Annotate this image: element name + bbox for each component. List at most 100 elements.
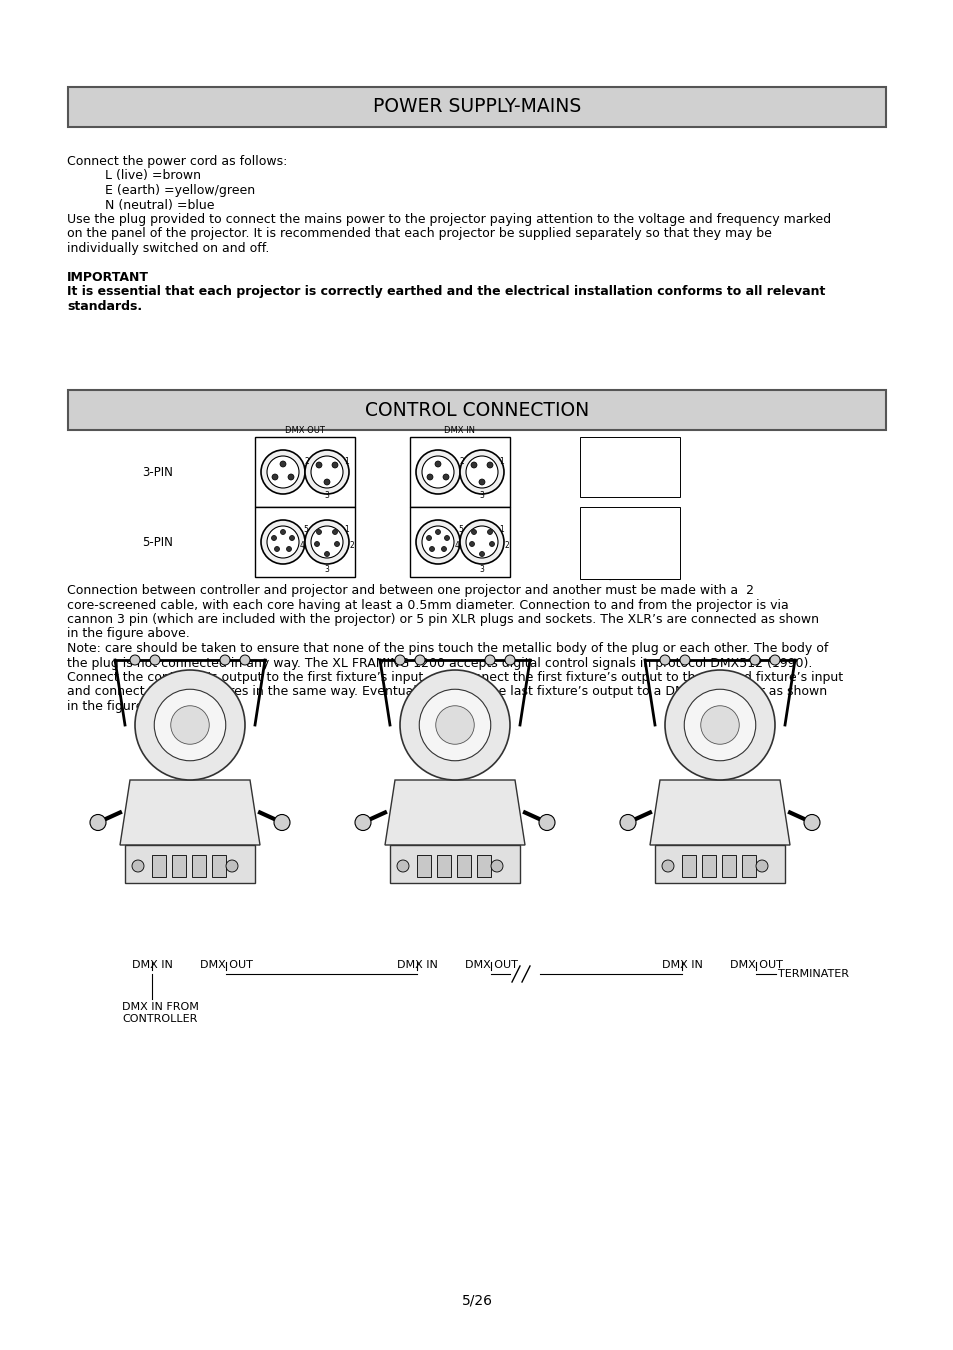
Text: individually switched on and off.: individually switched on and off.	[67, 242, 269, 255]
Text: DMX OUT: DMX OUT	[199, 960, 253, 971]
Text: Connection between controller and projector and between one projector and anothe: Connection between controller and projec…	[67, 585, 753, 597]
Circle shape	[465, 526, 497, 558]
Text: DMX 512: DMX 512	[610, 440, 648, 450]
Text: DMX IN FROM
CONTROLLER: DMX IN FROM CONTROLLER	[122, 1002, 198, 1023]
Circle shape	[150, 655, 160, 666]
Circle shape	[355, 814, 371, 830]
Circle shape	[135, 670, 245, 780]
Text: 4: 4	[584, 566, 588, 570]
Text: standards.: standards.	[67, 300, 142, 313]
Text: 5: 5	[458, 525, 463, 535]
Text: 2: 2	[584, 543, 588, 548]
Text: Note: care should be taken to ensure that none of the pins touch the metallic bo: Note: care should be taken to ensure tha…	[67, 643, 827, 655]
Circle shape	[416, 450, 459, 494]
Text: 3: 3	[324, 491, 329, 501]
Text: 1: 1	[344, 458, 349, 467]
Circle shape	[486, 462, 493, 468]
Circle shape	[459, 520, 503, 564]
Circle shape	[261, 520, 305, 564]
Circle shape	[333, 529, 337, 535]
Circle shape	[436, 706, 474, 744]
Circle shape	[90, 814, 106, 830]
Circle shape	[421, 526, 454, 558]
Circle shape	[471, 462, 476, 468]
Circle shape	[324, 479, 330, 485]
Text: DATA+: DATA+	[604, 554, 626, 559]
Circle shape	[272, 474, 277, 481]
Circle shape	[396, 860, 409, 872]
Circle shape	[442, 474, 449, 481]
Polygon shape	[649, 780, 789, 845]
Text: L (live) =brown: L (live) =brown	[89, 170, 201, 182]
Text: DMX IN: DMX IN	[132, 960, 172, 971]
Text: 1: 1	[499, 525, 504, 535]
Circle shape	[484, 655, 495, 666]
Text: GND: GND	[604, 462, 618, 467]
Text: in the figure above.: in the figure above.	[67, 628, 190, 640]
Text: 2: 2	[304, 458, 309, 467]
Circle shape	[415, 655, 424, 666]
Text: POWER SUPPLY-MAINS: POWER SUPPLY-MAINS	[373, 97, 580, 116]
Circle shape	[315, 462, 322, 468]
Circle shape	[286, 547, 292, 552]
Text: and connect the rest fixtures in the same way. Eventually connect the last fixtu: and connect the rest fixtures in the sam…	[67, 686, 826, 698]
Circle shape	[289, 536, 294, 540]
Circle shape	[316, 529, 321, 535]
Circle shape	[489, 541, 494, 547]
Text: DATA+: DATA+	[604, 487, 626, 493]
Text: 2: 2	[349, 541, 354, 551]
Text: Connect the controller’s output to the first fixture’s input, and connect the fi: Connect the controller’s output to the f…	[67, 671, 842, 684]
Text: 5-PIN: 5-PIN	[142, 536, 172, 548]
Text: 2: 2	[584, 475, 588, 481]
Circle shape	[429, 547, 434, 552]
Bar	[410, 437, 510, 508]
Circle shape	[487, 529, 492, 535]
Circle shape	[274, 814, 290, 830]
Bar	[192, 855, 206, 878]
Text: 3: 3	[584, 554, 588, 559]
Circle shape	[427, 474, 433, 481]
Text: 1: 1	[584, 462, 588, 467]
Circle shape	[272, 536, 276, 540]
Circle shape	[311, 526, 343, 558]
Bar	[681, 855, 696, 878]
Bar	[172, 855, 186, 878]
Bar	[436, 855, 451, 878]
Text: 3: 3	[584, 487, 588, 493]
Circle shape	[803, 814, 820, 830]
Text: DMX IN: DMX IN	[396, 960, 437, 971]
Circle shape	[311, 456, 343, 487]
Circle shape	[471, 529, 476, 535]
Text: DATA-: DATA-	[604, 543, 622, 548]
Circle shape	[749, 655, 760, 666]
Text: on the panel of the projector. It is recommended that each projector be supplied: on the panel of the projector. It is rec…	[67, 228, 771, 240]
Circle shape	[314, 541, 319, 547]
Circle shape	[435, 460, 440, 467]
Text: DMX 512: DMX 512	[610, 510, 648, 518]
Bar	[655, 845, 784, 883]
Text: 5/26: 5/26	[461, 1293, 492, 1307]
Circle shape	[769, 655, 780, 666]
Text: FUNCTION: FUNCTION	[609, 452, 642, 458]
Bar	[212, 855, 226, 878]
Circle shape	[416, 520, 459, 564]
Text: N (neutral) =blue: N (neutral) =blue	[89, 198, 214, 212]
Circle shape	[399, 670, 510, 780]
Polygon shape	[120, 780, 260, 845]
Text: 4: 4	[454, 541, 459, 551]
Bar	[416, 855, 431, 878]
Circle shape	[305, 450, 349, 494]
Bar	[390, 845, 519, 883]
Text: E (earth) =yellow/green: E (earth) =yellow/green	[89, 184, 254, 197]
Text: DMX OUT: DMX OUT	[285, 427, 325, 435]
Circle shape	[395, 655, 405, 666]
Circle shape	[267, 526, 298, 558]
Text: 3-PIN: 3-PIN	[142, 466, 172, 478]
Text: CONTROL CONNECTION: CONTROL CONNECTION	[364, 401, 589, 420]
Circle shape	[332, 462, 337, 468]
Circle shape	[755, 860, 767, 872]
Circle shape	[154, 690, 226, 761]
Circle shape	[274, 547, 279, 552]
Circle shape	[538, 814, 555, 830]
Text: 3: 3	[479, 491, 484, 501]
